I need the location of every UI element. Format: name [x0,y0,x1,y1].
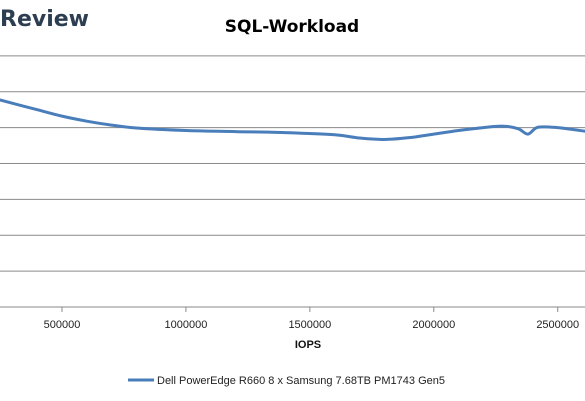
x-tick-label: 2000000 [412,319,455,331]
legend: Dell PowerEdge R660 8 x Samsung 7.68TB P… [128,375,445,387]
gridlines [0,55,585,308]
brand-logo: Review [0,7,89,32]
chart-title: SQL-Workload [225,17,359,37]
x-tick-label: 1500000 [288,319,331,331]
x-tick-label: 1000000 [164,319,207,331]
x-tick-label: 500000 [44,319,81,331]
x-axis-label: IOPS [295,339,321,351]
x-axis-ticks: 500000 1000000 1500000 2000000 2500000 [44,307,579,331]
series-line [0,98,585,141]
x-tick-label: 2500000 [536,319,579,331]
legend-label: Dell PowerEdge R660 8 x Samsung 7.68TB P… [157,375,445,387]
